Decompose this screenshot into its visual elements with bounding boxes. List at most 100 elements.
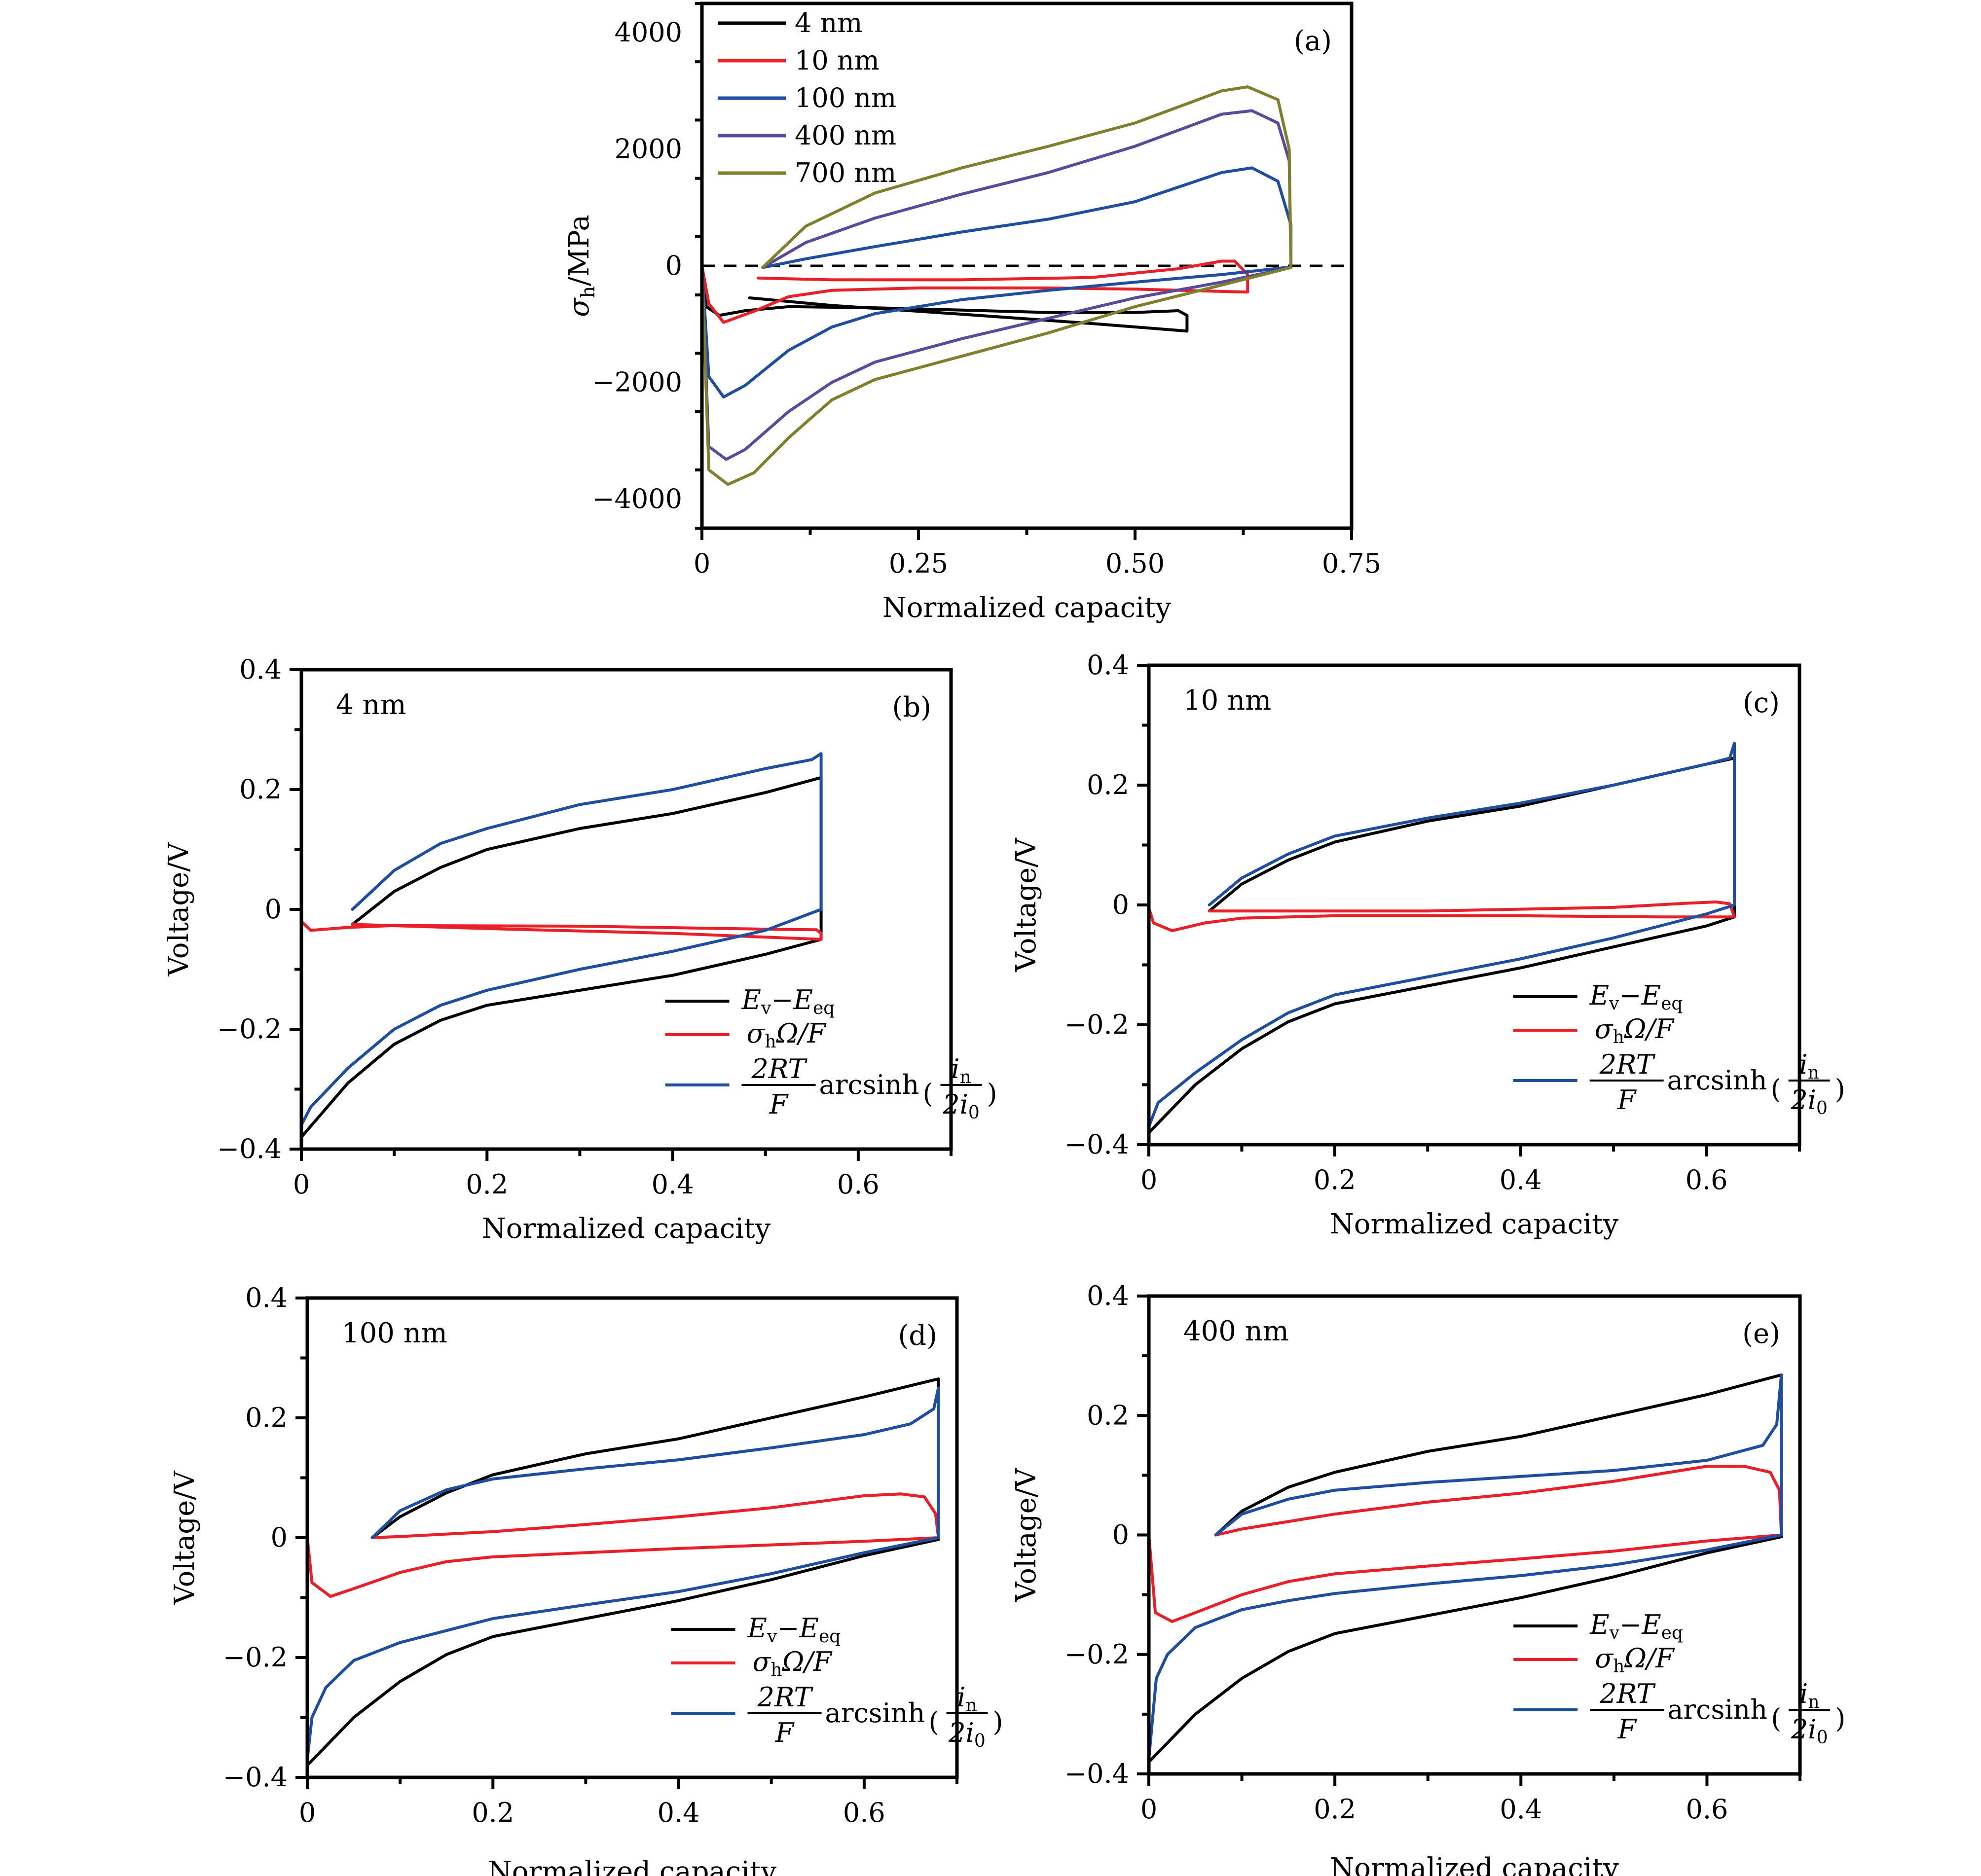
close-paren: ) [1835,1074,1845,1105]
legend-label: Ev−Eeq [747,1613,841,1647]
x-tick-label: 0.2 [1314,1794,1356,1825]
y-tick-label: −4000 [592,483,682,514]
panel-c: 0 0.2 0.4 0.6 −0.4 −0.2 0 0.2 0.4 Normalized capa… [1010,649,1845,1240]
x-tick-label: 0 [694,548,710,579]
panel-b: 0 0.2 0.4 0.6 −0.4 −0.2 0 0.2 0.4 Normalized capa… [163,654,997,1245]
series-line-a-3 [700,109,1293,461]
series-line-a-2 [700,166,1293,398]
inner-numerator: in [957,1682,977,1716]
panel-d: 0 0.2 0.4 0.6 −0.4 −0.2 0 0.2 0.4 Normalized capa… [169,1282,1003,1876]
x-axis-label: Normalized capacity [882,592,1172,624]
y-tick-label: −0.2 [217,1013,282,1045]
inner-numerator: in [1799,1678,1819,1712]
inner-denominator: 2i0 [948,1717,986,1751]
x-tick-label: 0.2 [472,1797,514,1828]
legend-label: 4 nm [795,7,863,38]
open-paren: ( [1771,1703,1781,1734]
legend-fraction-numerator: 2RT [1599,1678,1656,1709]
y-tick-label: 0.4 [245,1282,288,1313]
open-paren: ( [929,1706,939,1737]
y-axis-label: Voltage/V [169,1470,201,1605]
legend-fraction-numerator: 2RT [751,1053,807,1084]
y-tick-label: 0 [271,1522,288,1553]
panel-label: (c) [1743,687,1780,719]
y-tick-label: 0.2 [1087,769,1129,800]
open-paren: ( [923,1078,933,1109]
legend-function-name: arcsinh [825,1697,925,1729]
legend-label: σhΩ/F [1595,1643,1675,1677]
panel-label: (d) [898,1320,937,1352]
legend-label: 10 nm [795,45,880,76]
y-tick-label: 0.2 [1087,1400,1129,1431]
x-tick-label: 0 [299,1797,316,1828]
y-axis-label: Voltage/V [163,842,195,977]
series-line-b-2 [300,752,823,1127]
legend-label: σhΩ/F [1595,1013,1675,1047]
x-tick-label: 0.6 [837,1169,880,1200]
y-axis-label: Voltage/V [1010,837,1042,973]
size-annotation: 100 nm [342,1317,447,1349]
legend-label: σhΩ/F [753,1646,833,1680]
size-annotation: 400 nm [1183,1315,1289,1347]
series-line-d-0 [306,1377,940,1767]
x-tick-label: 0.4 [1500,1794,1542,1825]
y-tick-label: −0.2 [223,1642,288,1673]
series-line-d-1 [306,1492,940,1598]
legend-fraction-denominator: F [1617,1714,1637,1745]
legend-fraction-numerator: 2RT [757,1682,813,1713]
x-axis-label: Normalized capacity [1330,1208,1619,1240]
open-paren: ( [1771,1074,1781,1105]
legend-label: 100 nm [795,82,896,113]
y-tick-label: −0.4 [223,1762,288,1793]
x-tick-label: 0.6 [1686,1164,1728,1195]
x-axis-label: Normalized capacity [488,1856,777,1876]
legend-label: 400 nm [795,120,896,151]
x-tick-label: 0 [1140,1164,1157,1195]
y-tick-label: 0 [665,250,682,281]
legend-fraction-denominator: F [769,1089,789,1120]
inner-numerator: in [1799,1049,1819,1083]
panel-label: (e) [1742,1318,1780,1350]
legend-function-name: arcsinh [819,1069,919,1100]
y-tick-label: 0.4 [1087,649,1129,681]
x-tick-label: 0.6 [843,1797,885,1828]
legend-label: 700 nm [795,157,896,188]
x-tick-label: 0.4 [652,1169,694,1200]
series-line-b-1 [300,920,823,941]
inner-denominator: 2i0 [1790,1084,1828,1118]
series-line-a-0 [700,264,1189,333]
series-line-d-2 [306,1386,940,1761]
y-tick-label: 0 [265,894,282,925]
inner-numerator: in [951,1053,971,1087]
y-tick-label: 4000 [615,17,682,48]
inner-denominator: 2i0 [942,1089,980,1123]
series-line-e-2 [1147,1373,1783,1761]
y-tick-label: −2000 [592,366,682,397]
x-tick-label: 0.6 [1686,1794,1728,1825]
legend-fraction-denominator: F [1617,1084,1637,1116]
size-annotation: 4 nm [336,689,406,721]
panel-a: 0 0.25 0.50 0.75 −4000 −2000 0 2000 4000 Normaliz… [563,1,1381,624]
close-paren: ) [987,1078,997,1109]
y-tick-label: −0.4 [1064,1758,1129,1789]
close-paren: ) [993,1706,1003,1737]
inner-denominator: 2i0 [1791,1714,1828,1748]
legend-label: Ev−Eeq [1589,1609,1683,1643]
y-tick-label: 0.4 [239,654,282,685]
x-tick-label: 0 [1140,1794,1157,1825]
x-tick-label: 0.2 [466,1169,508,1200]
panel-label: (a) [1294,25,1332,57]
legend-fraction-denominator: F [775,1717,795,1748]
series-line-a-4 [700,85,1293,486]
x-axis-label: Normalized capacity [1330,1852,1619,1876]
series-line-c-2 [1147,741,1736,1128]
y-tick-label: 0.4 [1087,1280,1129,1311]
y-axis-label: Voltage/V [1010,1467,1042,1602]
legend-label: σhΩ/F [747,1018,827,1052]
legend-fraction-numerator: 2RT [1599,1049,1656,1080]
close-paren: ) [1835,1703,1845,1734]
y-tick-label: −0.4 [1064,1129,1129,1160]
y-tick-label: −0.2 [1064,1009,1129,1040]
y-tick-label: 0 [1112,889,1129,920]
